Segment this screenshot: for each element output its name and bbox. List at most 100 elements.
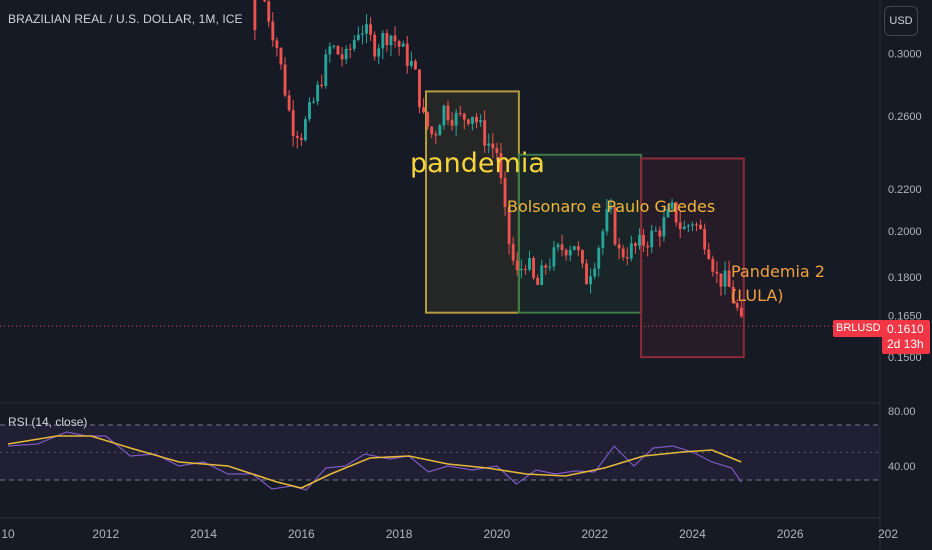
candle-body — [658, 230, 662, 237]
candle-body — [609, 207, 613, 210]
candle-body — [646, 245, 650, 248]
candle-body — [344, 48, 348, 60]
chart-title: BRAZILIAN REAL / U.S. DOLLAR, 1M, ICE — [8, 12, 243, 26]
candle-body — [593, 268, 597, 277]
candle-body — [299, 137, 303, 141]
candle-body — [336, 45, 340, 55]
candle-body — [409, 60, 413, 66]
axis-labels: 0.3000 0.2600 0.2200 0.2000 0.1800 0.1650 0.15… — [1, 48, 921, 541]
candle-body — [413, 60, 417, 70]
candle-body — [711, 258, 715, 272]
candle-body — [450, 120, 454, 126]
candle-body — [495, 148, 499, 153]
x-tick-label: 2026 — [777, 527, 804, 541]
candle-body — [540, 265, 544, 285]
candle-body — [385, 32, 389, 46]
candle-body — [654, 230, 658, 232]
candle-body — [466, 119, 470, 124]
candle-body — [308, 102, 311, 120]
candle-body — [458, 112, 462, 114]
bar-countdown: 2d 13h — [887, 337, 924, 351]
candle-body — [523, 268, 527, 270]
candle-body — [340, 54, 344, 60]
x-tick-label: 2024 — [679, 527, 706, 541]
candle-body — [731, 286, 735, 304]
candle-body — [605, 209, 609, 232]
x-tick-label: 2022 — [581, 527, 608, 541]
candle-body — [556, 244, 560, 248]
candle-body — [352, 39, 356, 49]
candle-body — [253, 0, 257, 30]
candle-body — [483, 120, 487, 146]
candle-body — [691, 224, 694, 226]
candle-body — [674, 202, 678, 223]
x-tick-label: 2020 — [484, 527, 511, 541]
candle-body — [536, 277, 540, 285]
candle-body — [287, 95, 291, 111]
y-tick-label: 0.2000 — [888, 226, 922, 238]
candle-body — [629, 243, 633, 259]
annotation-bolsonaro[interactable]: Bolsonaro e Paulo Guedes — [507, 197, 716, 216]
candle-body — [332, 45, 336, 47]
candle-body — [438, 125, 442, 136]
candle-body — [662, 217, 666, 237]
candle-body — [581, 250, 584, 264]
candle-body — [263, 0, 267, 2]
candle-body — [377, 48, 381, 57]
candle-body — [471, 116, 474, 124]
candle-body — [369, 24, 373, 35]
annotation-pandemia2[interactable]: Pandemia 2 (LULA) — [731, 260, 825, 308]
candle-body — [271, 21, 275, 41]
candle-body — [617, 244, 621, 249]
candle-body — [572, 246, 576, 250]
x-tick-label: 2016 — [288, 527, 315, 541]
candle-body — [601, 231, 605, 249]
candle-body — [373, 34, 377, 57]
candle-body — [454, 112, 458, 126]
candle-body — [430, 126, 434, 135]
y-tick-label: 0.1500 — [888, 352, 922, 364]
candle-body — [564, 249, 568, 256]
candle-body — [328, 46, 332, 55]
annotation-pandemia[interactable]: pandemia — [410, 148, 545, 179]
candle-body — [324, 54, 328, 87]
candle-body — [519, 268, 523, 271]
rsi-indicator-label[interactable]: RSI (14, close) — [8, 415, 88, 429]
candle-body — [666, 208, 670, 218]
candle-body — [462, 113, 466, 120]
candle-body — [479, 120, 483, 123]
candle-body — [613, 207, 617, 245]
candle-body — [422, 107, 425, 113]
candle-body — [686, 225, 690, 227]
candle-body — [291, 110, 295, 136]
currency-button[interactable]: USD — [884, 6, 918, 36]
candle-body — [585, 263, 588, 285]
candle-body — [397, 41, 401, 47]
candle-body — [727, 270, 731, 287]
y-tick-label: 0.3000 — [888, 48, 922, 60]
candle-body — [295, 135, 299, 138]
candle-body — [621, 248, 625, 258]
x-tick-label: 10 — [1, 527, 15, 541]
x-tick-label: 202 — [878, 527, 898, 541]
candle-body — [715, 271, 719, 274]
candle-body — [511, 243, 515, 261]
last-price-tag: 0.1610 2d 13h — [882, 320, 930, 354]
candle-body — [703, 228, 707, 250]
candle-body — [682, 226, 686, 230]
candle-body — [735, 303, 739, 308]
candle-body — [442, 105, 446, 126]
candle-body — [356, 34, 360, 40]
candle-body — [650, 230, 654, 248]
candle-body — [568, 249, 572, 256]
candle-body — [707, 249, 711, 259]
candle-body — [365, 24, 368, 34]
candle-body — [597, 248, 601, 269]
candle-body — [515, 260, 519, 271]
candle-body — [348, 48, 352, 50]
y-tick-label: 0.2600 — [888, 111, 922, 123]
candle-body — [446, 105, 450, 121]
candlestick-series — [253, 0, 743, 318]
candle-body — [719, 273, 723, 287]
